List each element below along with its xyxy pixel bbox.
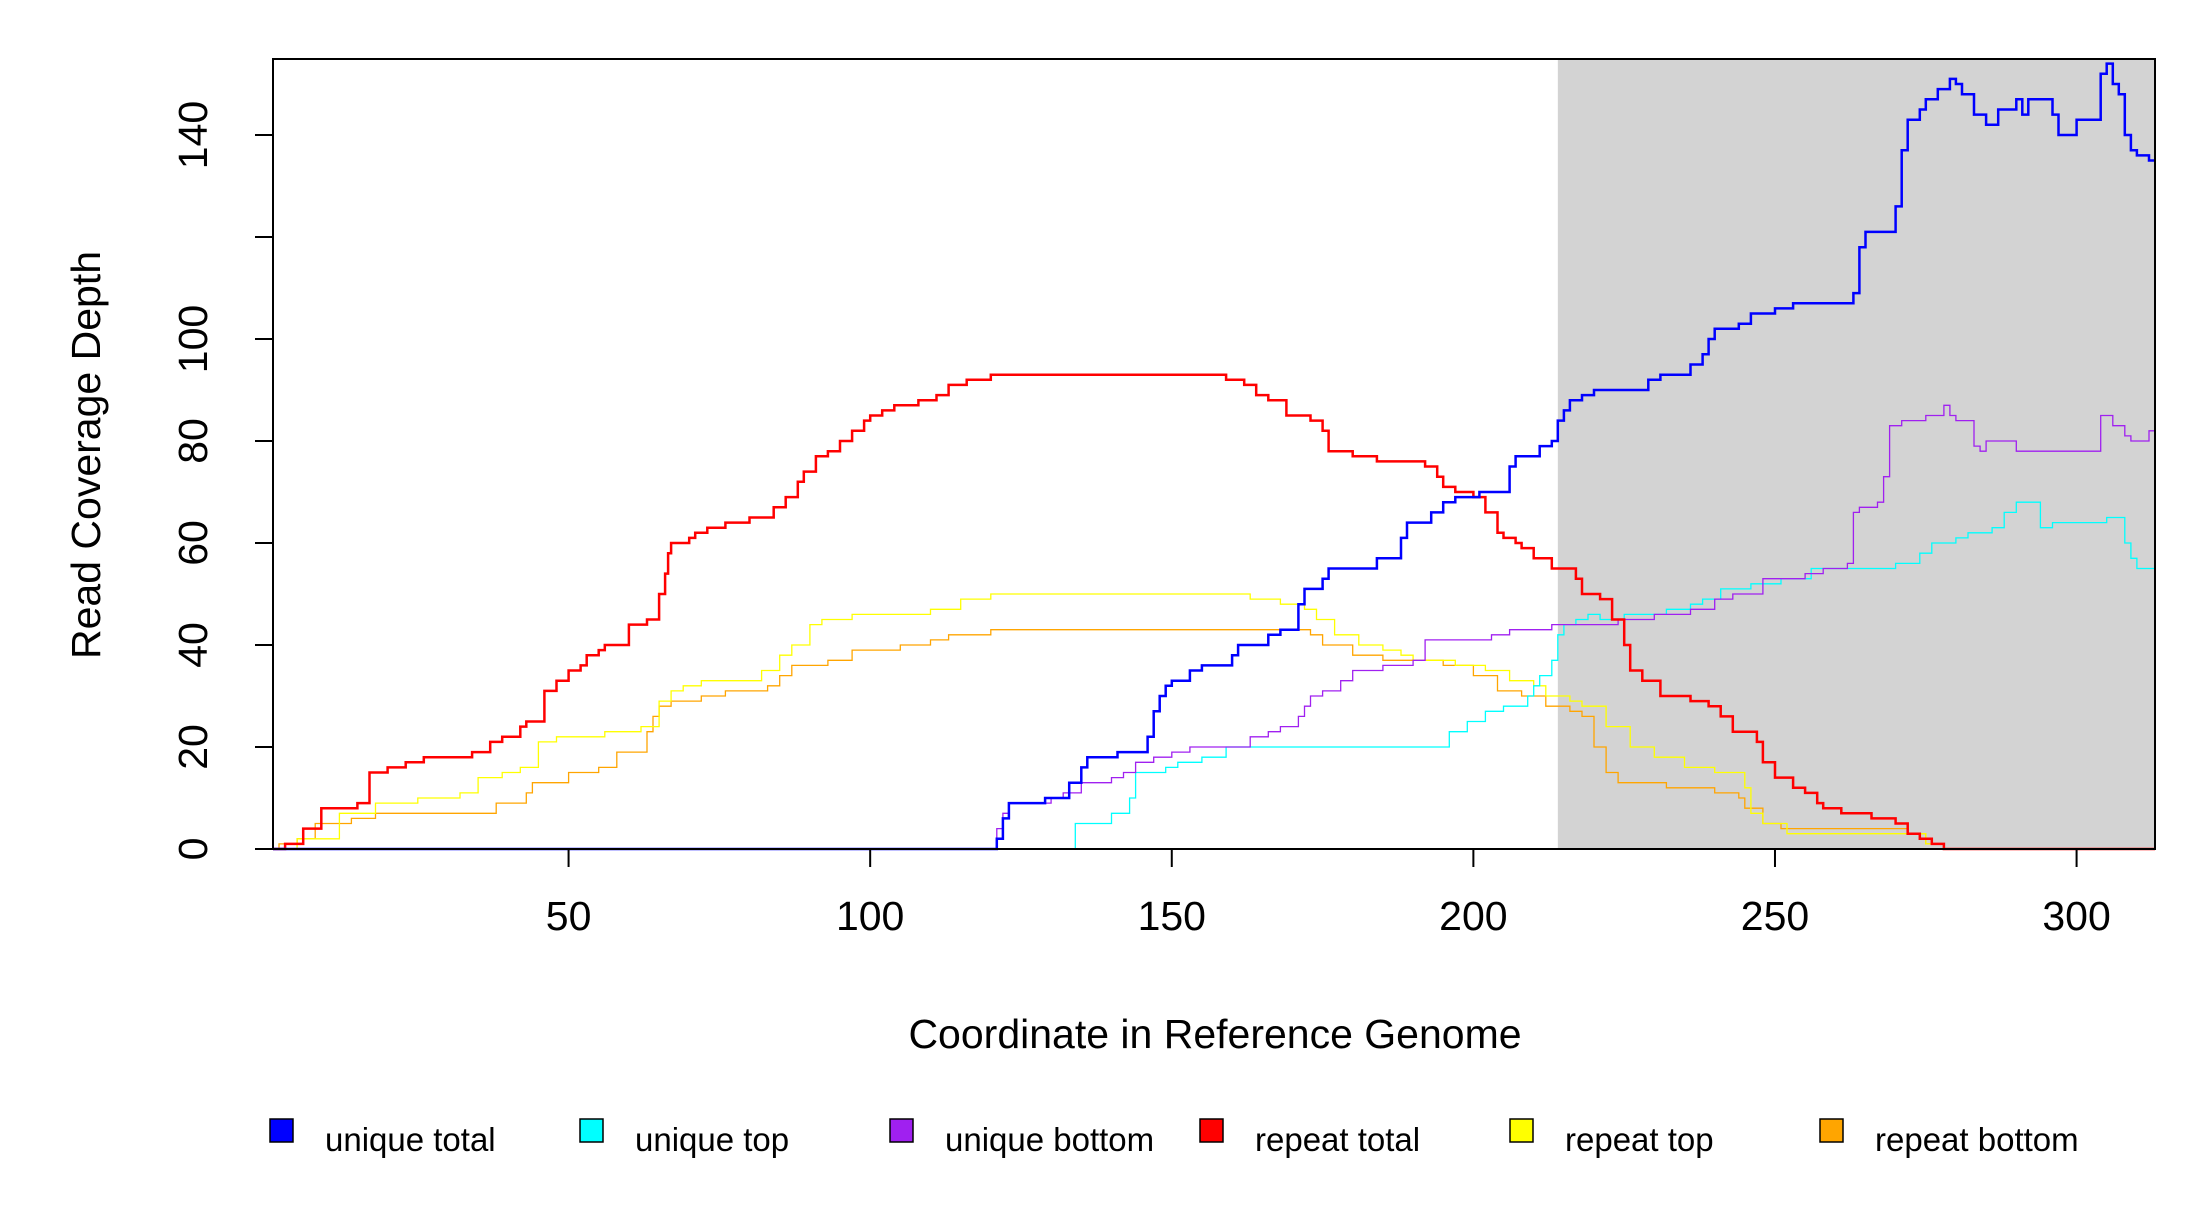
- series-line-repeat-bottom: [273, 629, 2155, 850]
- y-tick-label: 20: [170, 724, 216, 770]
- legend-label: unique top: [635, 1121, 789, 1158]
- x-tick-label: 50: [546, 893, 592, 939]
- y-tick-label: 140: [170, 101, 216, 169]
- legend-label: repeat total: [1255, 1121, 1420, 1158]
- legend-swatch: [1819, 1118, 1844, 1143]
- series-line-unique-total: [273, 62, 2155, 851]
- legend-item: unique bottom: [889, 1118, 1154, 1158]
- legend-item: unique total: [269, 1118, 496, 1158]
- legend-item: unique top: [579, 1118, 789, 1158]
- x-tick-label: 250: [1741, 893, 1809, 939]
- legend-label: unique total: [325, 1121, 496, 1158]
- axes-layer: 50 100 150 200 250 300 0 20 40 60 80 100 140: [170, 58, 2156, 939]
- legend-swatch: [579, 1118, 604, 1143]
- y-tick-label: 80: [170, 418, 216, 464]
- x-tick-label: 100: [836, 893, 904, 939]
- shaded-region-layer: [1557, 59, 2155, 849]
- shaded-region: [1557, 59, 2155, 849]
- legend-swatch: [269, 1118, 294, 1143]
- series-line-unique-bottom: [273, 404, 2156, 850]
- series-line-repeat-top: [273, 593, 2155, 850]
- y-tick-label: 40: [170, 622, 216, 668]
- legend-item: repeat total: [1199, 1118, 1420, 1158]
- legend-label: repeat bottom: [1875, 1121, 2079, 1158]
- x-tick-label: 150: [1138, 893, 1206, 939]
- legend-item: repeat top: [1509, 1118, 1714, 1158]
- x-tick-label: 200: [1439, 893, 1507, 939]
- series-line-unique-top: [273, 501, 2155, 850]
- series-line-repeat-total: [273, 373, 2155, 851]
- y-tick-label: 0: [170, 838, 216, 861]
- legend-item: repeat bottom: [1819, 1118, 2079, 1158]
- series-layer: [273, 62, 2156, 851]
- legend-label: repeat top: [1565, 1121, 1714, 1158]
- legend-label: unique bottom: [945, 1121, 1154, 1158]
- legend-swatch: [1509, 1118, 1534, 1143]
- x-tick-label: 300: [2042, 893, 2110, 939]
- plot-frame: [272, 58, 2156, 850]
- legend: unique total unique top unique bottom repea…: [269, 1118, 2079, 1158]
- legend-swatch: [889, 1118, 914, 1143]
- legend-swatch: [1199, 1118, 1224, 1143]
- y-tick-label: 60: [170, 520, 216, 566]
- y-tick-label: 100: [170, 305, 216, 373]
- x-axis-title: Coordinate in Reference Genome: [908, 1011, 1521, 1057]
- y-axis-title: Read Coverage Depth: [63, 251, 109, 659]
